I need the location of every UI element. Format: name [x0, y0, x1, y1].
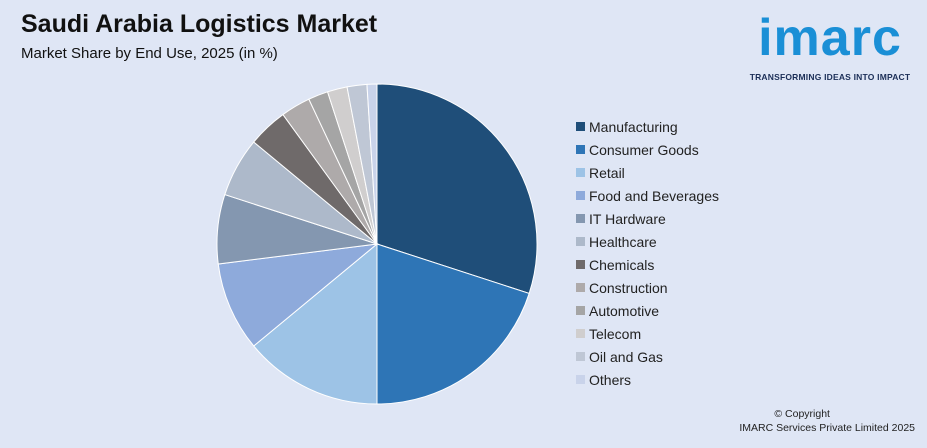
legend-item-construction: Construction [576, 276, 719, 299]
legend-swatch [576, 168, 585, 177]
legend-swatch [576, 237, 585, 246]
copyright-line: © Copyright [774, 408, 830, 420]
legend-label: Healthcare [589, 233, 657, 250]
legend-swatch [576, 375, 585, 384]
legend-item-others: Others [576, 368, 719, 391]
legend-item-healthcare: Healthcare [576, 230, 719, 253]
legend-item-automotive: Automotive [576, 299, 719, 322]
legend-label: Consumer Goods [589, 141, 699, 158]
logo-tagline: TRANSFORMING IDEAS INTO IMPACT [749, 72, 911, 82]
legend-item-retail: Retail [576, 161, 719, 184]
chart-subtitle: Market Share by End Use, 2025 (in %) [21, 45, 278, 62]
legend-item-it-hardware: IT Hardware [576, 207, 719, 230]
legend-label: Telecom [589, 325, 642, 342]
legend-swatch [576, 214, 585, 223]
legend-item-consumer-goods: Consumer Goods [576, 138, 719, 161]
legend-item-chemicals: Chemicals [576, 253, 719, 276]
legend-item-telecom: Telecom [576, 322, 719, 345]
legend-label: IT Hardware [589, 210, 666, 227]
legend-label: Oil and Gas [589, 348, 663, 365]
chart-title: Saudi Arabia Logistics Market [21, 10, 378, 38]
legend-label: Chemicals [589, 256, 655, 273]
copyright-notice: © Copyright IMARC Services Private Limit… [739, 407, 915, 435]
legend-swatch [576, 145, 585, 154]
legend-swatch [576, 329, 585, 338]
logo-wordmark: imarc [758, 9, 902, 67]
legend-label: Construction [589, 279, 668, 296]
pie-slice-retail [253, 242, 378, 405]
legend-swatch [576, 191, 585, 200]
imarc-logo: imarc TRANSFORMING IDEAS INTO IMPACT [741, 8, 919, 88]
legend-label: Food and Beverages [589, 187, 719, 204]
legend-swatch [576, 122, 585, 131]
legend-swatch [576, 352, 585, 361]
legend-swatch [576, 306, 585, 315]
legend-swatch [576, 260, 585, 269]
legend-label: Automotive [589, 302, 660, 319]
pie-slice-food-and-beverages [217, 243, 379, 347]
legend-item-oil-and-gas: Oil and Gas [576, 345, 719, 368]
legend-label: Retail [589, 164, 625, 181]
legend-item-manufacturing: Manufacturing [576, 115, 719, 138]
pie-slice-consumer-goods [376, 243, 530, 405]
legend-label: Manufacturing [589, 118, 678, 135]
pie-slice-others [366, 83, 378, 245]
legend-label: Others [589, 371, 632, 388]
legend-item-food-and-beverages: Food and Beverages [576, 184, 719, 207]
legend-swatch [576, 283, 585, 292]
copyright-company: IMARC Services Private Limited 2025 [739, 422, 915, 434]
chart-legend: Manufacturing Consumer Goods Retail Food an… [576, 115, 719, 391]
pie-slice-manufacturing [376, 83, 538, 295]
